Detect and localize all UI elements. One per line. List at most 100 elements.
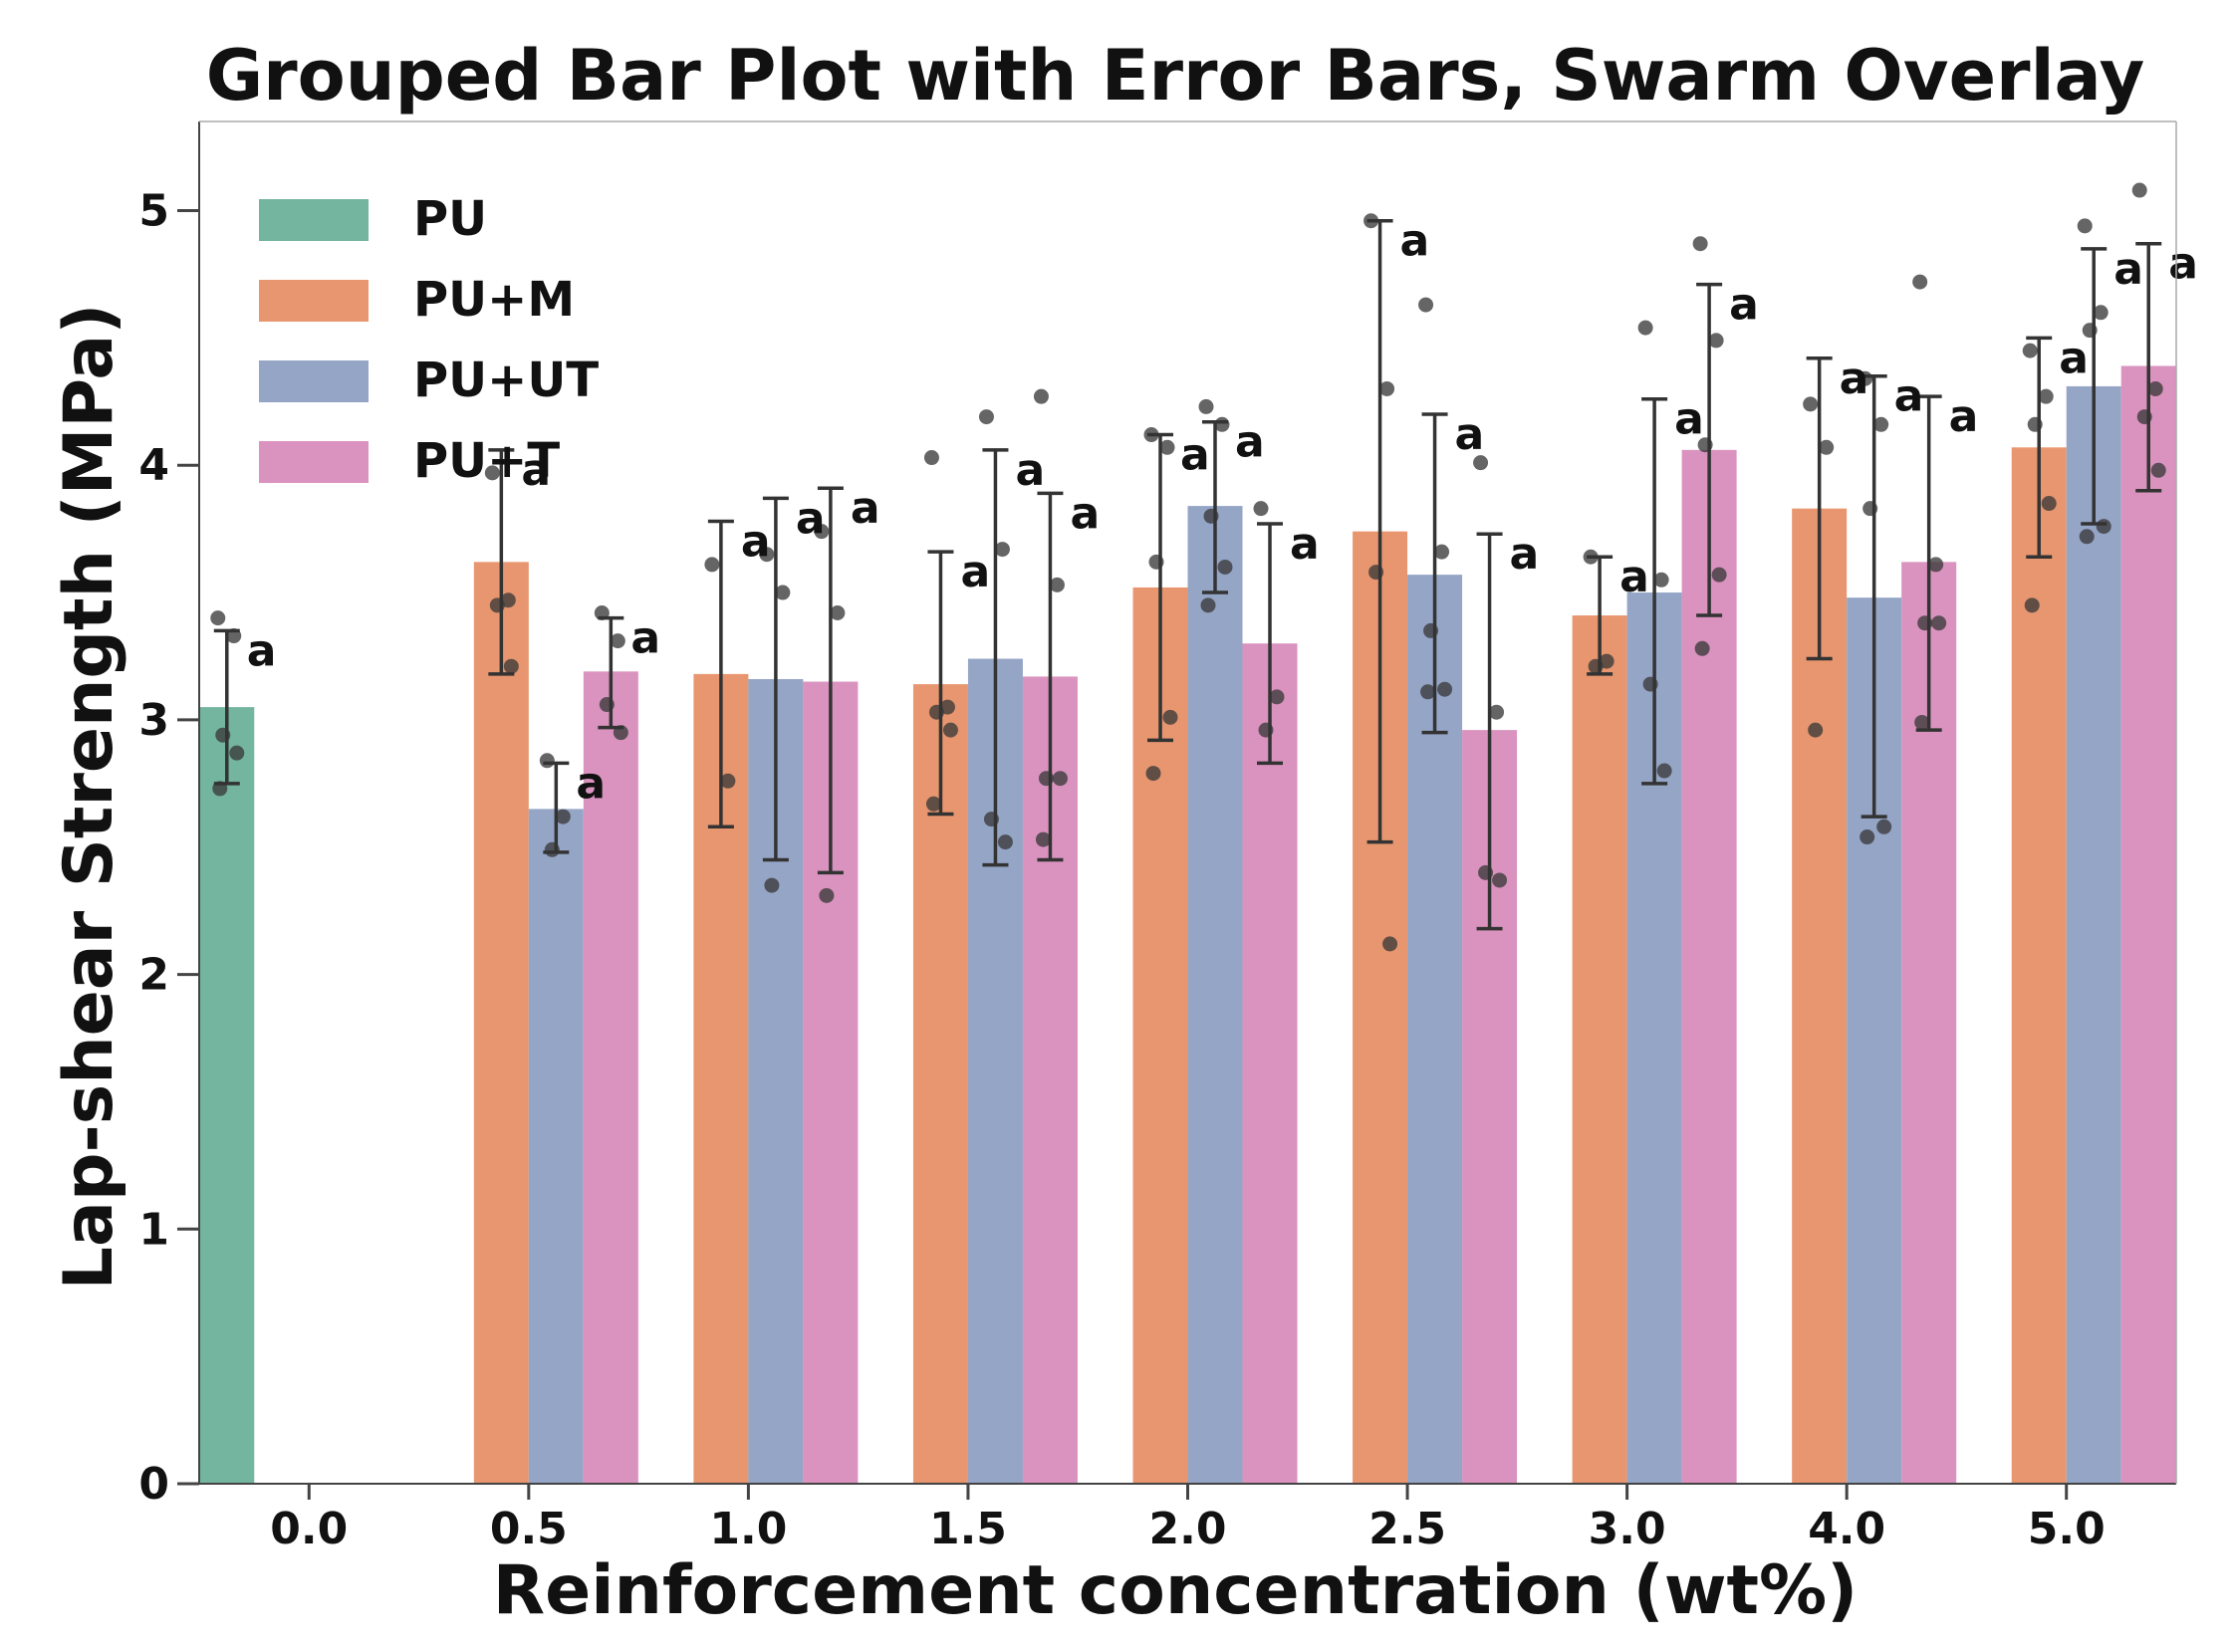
data-point <box>1873 416 1889 432</box>
data-point <box>1434 544 1450 560</box>
data-point <box>1418 297 1434 313</box>
data-point <box>2131 182 2147 198</box>
data-point <box>610 633 625 649</box>
significance-label: a <box>1949 391 1979 442</box>
data-point <box>1033 388 1049 404</box>
legend: PU PU+M PU+UT PU+T <box>259 191 599 489</box>
data-point <box>1928 557 1944 573</box>
bar <box>912 684 968 1484</box>
x-axis-label: Reinforcement concentration (wt%) <box>493 1551 1858 1630</box>
data-point <box>923 450 939 466</box>
y-tick-label: 2 <box>138 950 169 1001</box>
y-tick-label: 1 <box>138 1204 169 1255</box>
significance-label: a <box>1015 445 1045 496</box>
data-point <box>1473 455 1489 471</box>
x-tick-label: 0.5 <box>490 1504 568 1554</box>
data-point <box>1656 763 1672 779</box>
significance-label: a <box>1729 280 1759 331</box>
data-point <box>210 610 226 626</box>
data-point <box>1489 704 1505 720</box>
data-point <box>1914 714 1930 730</box>
data-point <box>1420 684 1436 700</box>
data-point <box>830 605 846 621</box>
y-axis-label: Lap-shear Strength (MPa) <box>50 304 128 1291</box>
x-tick-label: 1.0 <box>709 1504 787 1554</box>
data-point <box>997 834 1013 850</box>
data-point <box>1437 681 1453 697</box>
significance-label: a <box>1619 552 1649 602</box>
significance-label: a <box>576 758 606 809</box>
data-point <box>2077 218 2093 234</box>
data-point <box>2024 597 2040 613</box>
data-point <box>1052 771 1068 787</box>
data-point <box>1708 333 1724 349</box>
data-point <box>2147 380 2163 396</box>
data-point <box>1035 831 1051 847</box>
data-point <box>775 585 791 600</box>
data-point <box>2022 343 2038 358</box>
data-point <box>1694 640 1710 656</box>
x-tick-label: 5.0 <box>2028 1504 2106 1554</box>
data-point <box>759 547 775 563</box>
data-point <box>1049 577 1065 592</box>
data-point <box>704 557 720 573</box>
legend-label: PU+M <box>413 272 575 328</box>
significance-label: a <box>2113 244 2143 295</box>
x-tick-label: 3.0 <box>1589 1504 1666 1554</box>
significance-label: a <box>2168 239 2198 290</box>
data-point <box>1145 766 1161 782</box>
bar <box>1681 449 1737 1484</box>
chart-title: Grouped Bar Plot with Error Bars, Swarm … <box>206 35 2145 117</box>
data-point <box>1637 320 1653 336</box>
significance-label: a <box>960 547 990 597</box>
data-point <box>1876 819 1892 834</box>
significance-label: a <box>1235 417 1265 468</box>
data-point <box>720 773 736 789</box>
data-point <box>1803 396 1819 412</box>
bar <box>583 671 638 1484</box>
significance-label: a <box>2059 333 2089 383</box>
bar <box>1792 508 1848 1484</box>
data-point <box>1382 936 1398 952</box>
significance-label: a <box>1674 394 1704 445</box>
legend-label: PU+UT <box>413 353 599 408</box>
data-point <box>1492 872 1508 888</box>
legend-swatch <box>259 280 369 322</box>
data-point <box>1931 615 1947 631</box>
data-point <box>978 409 994 425</box>
data-point <box>1217 559 1233 575</box>
legend-label: PU+T <box>413 433 560 489</box>
data-point <box>2093 305 2109 321</box>
significance-label: a <box>521 445 551 496</box>
data-point <box>1159 439 1175 455</box>
data-point <box>942 722 958 738</box>
y-tick-label: 0 <box>138 1459 169 1510</box>
bar <box>2120 365 2176 1484</box>
bar <box>1242 643 1298 1484</box>
x-tick-label: 0.0 <box>270 1504 348 1554</box>
data-point <box>1653 572 1669 588</box>
data-point <box>994 542 1010 558</box>
data-point <box>1692 236 1708 252</box>
data-point <box>2150 462 2166 478</box>
y-tick-label: 5 <box>138 185 169 236</box>
bar <box>2011 447 2067 1484</box>
data-point <box>2038 388 2054 404</box>
significance-label: a <box>1510 529 1540 580</box>
bar <box>199 707 255 1484</box>
data-point <box>764 877 780 893</box>
bar <box>1187 506 1243 1484</box>
significance-label: a <box>1840 354 1869 404</box>
data-point <box>1198 398 1214 414</box>
significance-label: a <box>1180 430 1210 481</box>
significance-label: a <box>851 483 880 534</box>
significance-label: a <box>630 613 660 664</box>
data-point <box>2096 519 2111 535</box>
legend-swatch <box>259 199 369 241</box>
legend-label: PU <box>413 191 487 247</box>
data-point <box>2079 529 2095 545</box>
data-point <box>1912 274 1928 290</box>
significance-label: a <box>796 493 826 544</box>
